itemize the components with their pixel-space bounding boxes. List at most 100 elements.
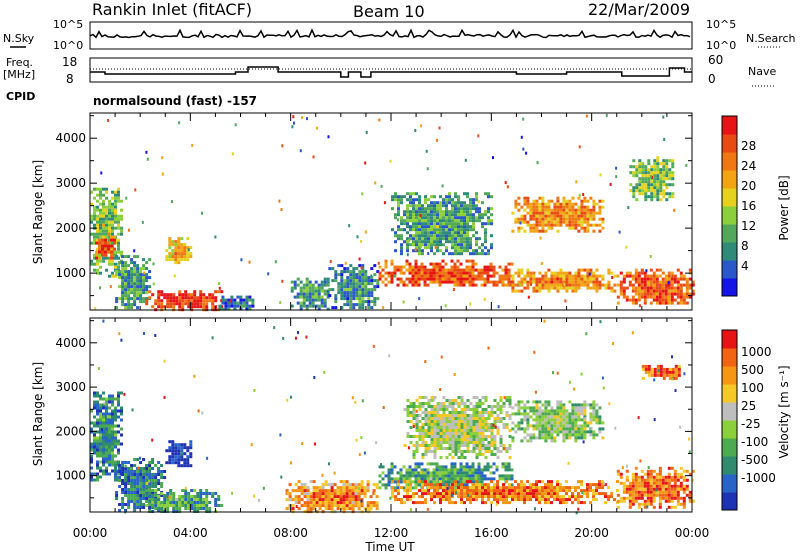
heatmap-cell [517, 406, 521, 410]
heatmap-cell [475, 429, 479, 432]
heatmap-cell [340, 306, 344, 310]
heatmap-cell [477, 468, 481, 472]
heatmap-cell [352, 288, 356, 292]
heatmap-cell [499, 399, 503, 402]
heatmap-cell [451, 492, 454, 496]
heatmap-cell [565, 430, 569, 434]
heatmap-cell [442, 438, 446, 441]
heatmap-cell [622, 286, 626, 290]
heatmap-cell [351, 486, 355, 490]
heatmap-cell [538, 430, 542, 434]
heatmap-cell [492, 462, 496, 466]
heatmap-cell [99, 202, 102, 206]
heatmap-cell [105, 397, 108, 401]
heatmap-cell [312, 486, 316, 490]
heatmap-cell [148, 495, 152, 498]
heatmap-cell [544, 409, 548, 413]
heatmap-cell [517, 495, 520, 499]
heatmap-cell [631, 289, 635, 293]
heatmap-cell [163, 498, 167, 501]
heatmap-cell [415, 405, 419, 408]
heatmap-cell [336, 504, 340, 508]
heatmap-cell [436, 213, 439, 217]
heatmap-cell [585, 114, 588, 118]
heatmap-cell [177, 249, 181, 253]
heatmap-cell [361, 276, 365, 280]
heatmap-cell [511, 412, 515, 416]
heatmap-cell [454, 228, 457, 232]
heatmap-cell [520, 268, 524, 272]
heatmap-cell [114, 412, 117, 416]
heatmap-cell [136, 267, 140, 271]
heatmap-cell [334, 273, 338, 277]
heatmap-cell [336, 486, 340, 490]
heatmap-cell [465, 265, 469, 269]
heatmap-cell [211, 296, 215, 300]
heatmap-cell [486, 274, 490, 278]
heatmap-cell [495, 280, 499, 284]
heatmap-cell [484, 228, 487, 232]
heatmap-cell [535, 400, 539, 404]
heatmap-cell [151, 495, 155, 498]
heatmap-cell [577, 205, 581, 209]
heatmap-cell [303, 489, 307, 493]
heatmap-cell [544, 271, 548, 275]
heatmap-cell [430, 438, 434, 441]
heatmap-cell [230, 301, 234, 305]
heatmap-cell [108, 445, 111, 449]
heatmap-cell [424, 444, 428, 447]
heatmap-cell [308, 292, 312, 296]
heatmap-cell [218, 304, 222, 308]
heatmap-cell [178, 296, 182, 300]
heatmap-cell [172, 302, 176, 306]
heatmap-cell [361, 270, 365, 274]
heatmap-cell [435, 480, 439, 484]
heatmap-cell [480, 477, 484, 481]
heatmap-cell [439, 225, 442, 229]
heatmap-cell [133, 249, 136, 253]
heatmap-cell [414, 462, 418, 466]
heatmap-cell [418, 222, 421, 226]
heatmap-cell [565, 205, 569, 209]
heatmap-cell [139, 288, 143, 292]
heatmap-cell [472, 249, 475, 253]
heatmap-cell [525, 151, 528, 155]
heatmap-cell [511, 492, 514, 496]
heatmap-cell [99, 415, 102, 419]
heatmap-cell [102, 199, 105, 203]
heatmap-cell [535, 409, 539, 413]
heatmap-cell [656, 189, 660, 193]
heatmap-cell [526, 211, 530, 215]
heatmap-cell [451, 402, 455, 405]
heatmap-cell [583, 211, 587, 215]
heatmap-cell [544, 492, 547, 496]
heatmap-cell [360, 266, 363, 270]
heatmap-cell [457, 456, 461, 459]
heatmap-cell [102, 397, 105, 401]
heatmap-cell [679, 289, 683, 293]
heatmap-cell [358, 288, 362, 292]
heatmap-cell [453, 271, 457, 275]
heatmap-cell [423, 268, 427, 272]
heatmap-cell [472, 447, 476, 450]
heatmap-cell [352, 276, 356, 280]
heatmap-cell [544, 277, 548, 281]
heatmap-cell [655, 274, 659, 278]
heatmap-cell [658, 280, 662, 284]
heatmap-cell [493, 399, 497, 402]
heatmap-cell [337, 273, 341, 277]
heatmap-cell [111, 202, 114, 206]
heatmap-cell [553, 439, 557, 443]
heatmap-cell [373, 285, 377, 289]
heatmap-cell [517, 403, 521, 407]
heatmap-cell [671, 159, 675, 163]
heatmap-cell [496, 492, 499, 496]
heatmap-cell [102, 406, 105, 410]
heatmap-cell [421, 207, 424, 211]
heatmap-cell [553, 217, 557, 221]
heatmap-cell [445, 207, 448, 211]
heatmap-cell [466, 420, 470, 423]
heatmap-cell [139, 497, 143, 500]
heatmap-cell [529, 277, 533, 281]
heatmap-cell [489, 471, 493, 475]
